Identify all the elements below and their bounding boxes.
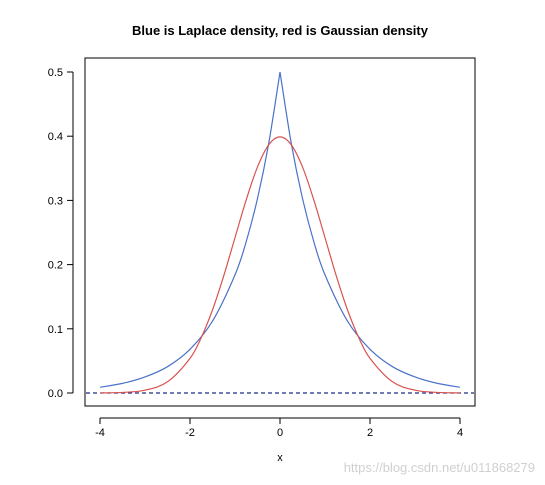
x-axis-label: x [277,452,283,464]
laplace-density-line [99,71,461,388]
x-tick-label: 2 [367,427,373,439]
x-tick-label: -2 [185,427,195,439]
y-tick-label: 0.3 [48,195,63,207]
y-tick-label: 0.2 [48,260,63,272]
x-axis: -4 -2 0 2 4 [95,417,463,439]
y-tick-label: 0.0 [48,388,63,400]
series-layer [99,71,461,394]
x-tick-label: -4 [95,427,105,439]
y-tick-label: 0.5 [48,67,63,79]
plot-area [84,57,476,407]
y-axis: 0.0 0.1 0.2 0.3 0.4 0.5 [48,67,74,400]
gaussian-density-line [99,136,461,394]
chart-title: Blue is Laplace density, red is Gaussian… [132,23,429,38]
y-tick-label: 0.4 [48,131,63,143]
x-tick-label: 4 [457,427,463,439]
x-tick-label: 0 [277,427,283,439]
y-tick-label: 0.1 [48,324,63,336]
watermark: https://blog.csdn.net/u011868279 [344,460,535,475]
plot-frame [84,57,476,407]
